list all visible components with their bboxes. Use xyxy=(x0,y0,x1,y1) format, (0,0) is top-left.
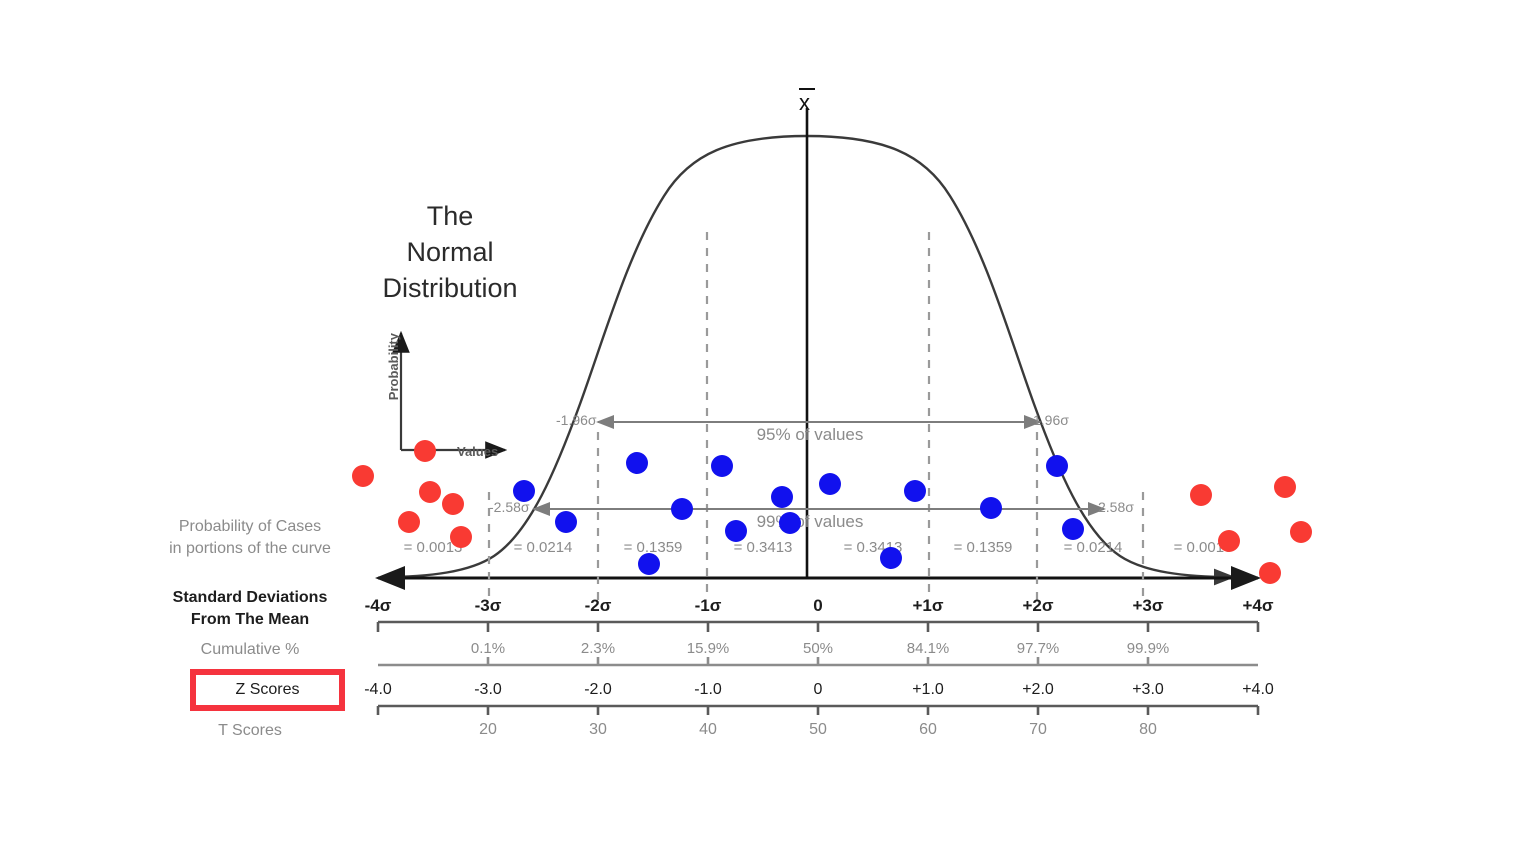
data-point-blue xyxy=(638,553,660,575)
row-label-prob-line1: Probability of Cases xyxy=(178,518,322,535)
row-label-cumulative-percent: Cumulative % xyxy=(200,641,300,658)
std-dev-tick: -1σ xyxy=(694,596,722,615)
std-dev-tick: +3σ xyxy=(1132,596,1164,615)
data-point-blue xyxy=(980,497,1002,519)
mini-axis-y-label: Probability xyxy=(386,333,401,401)
data-point-blue xyxy=(725,520,747,542)
probability-value: = 0.3413 xyxy=(733,539,793,556)
row-label-z-scores-highlight-box[interactable]: Z Scores xyxy=(190,669,345,711)
data-point-red xyxy=(1190,484,1212,506)
std-dev-tick: -2σ xyxy=(584,596,612,615)
row-label-standard-deviations: Standard Deviations From The Mean xyxy=(150,587,350,631)
t-score-tick: 50 xyxy=(809,721,827,738)
z-score-tick: -1.0 xyxy=(694,681,722,698)
title-line-1: The xyxy=(426,201,474,231)
row-label-t-scores: T Scores xyxy=(218,722,282,739)
z-score-ruler-top xyxy=(378,657,1258,667)
row-label-sd-line1: Standard Deviations xyxy=(172,589,328,606)
t-score-tick: 70 xyxy=(1029,721,1047,738)
data-point-red xyxy=(398,511,420,533)
data-point-blue xyxy=(513,480,535,502)
row-label-prob-line2: in portions of the curve xyxy=(169,540,331,557)
row-label-z-scores: Z Scores xyxy=(235,681,300,698)
band-95-right-tag: 1.96σ xyxy=(1033,412,1069,428)
t-score-ruler xyxy=(376,704,1260,715)
data-point-blue xyxy=(779,512,801,534)
data-point-blue xyxy=(771,486,793,508)
data-point-blue xyxy=(819,473,841,495)
band-95-caption: 95% of values xyxy=(756,425,864,444)
std-dev-tick: +4σ xyxy=(1242,596,1274,615)
std-dev-tick: -4σ xyxy=(364,596,392,615)
cumulative-tick: 15.9% xyxy=(686,640,730,657)
mini-axis-x-label: Values xyxy=(457,444,499,459)
data-point-red xyxy=(352,465,374,487)
probability-value: = 0.0214 xyxy=(1063,539,1123,556)
t-score-tick: 60 xyxy=(919,721,937,738)
probability-value: = 0.0214 xyxy=(513,539,573,556)
data-point-red xyxy=(450,526,472,548)
probability-value: = 0.0013 xyxy=(403,539,463,556)
data-point-blue xyxy=(904,480,926,502)
data-point-red xyxy=(414,440,436,462)
row-label-probability-of-cases: Probability of Cases in portions of the … xyxy=(150,516,350,560)
t-score-tick: 80 xyxy=(1139,721,1157,738)
title-line-2: Normal xyxy=(406,237,494,267)
z-score-tick: +3.0 xyxy=(1132,681,1164,698)
figure-title: The Normal Distribution xyxy=(360,198,540,306)
band-99-left-tag: -2.58σ xyxy=(489,499,530,515)
mini-axes xyxy=(392,330,508,459)
data-point-red xyxy=(419,481,441,503)
z-score-tick: -3.0 xyxy=(474,681,502,698)
std-dev-tick: 0 xyxy=(813,596,823,615)
z-score-tick: -2.0 xyxy=(584,681,612,698)
z-score-tick: +4.0 xyxy=(1242,681,1274,698)
data-point-red xyxy=(1259,562,1281,584)
t-score-tick: 40 xyxy=(699,721,717,738)
cumulative-tick: 99.9% xyxy=(1126,640,1170,657)
cumulative-tick: 0.1% xyxy=(470,640,506,657)
std-dev-ruler xyxy=(376,620,1260,632)
t-score-tick: 30 xyxy=(589,721,607,738)
xbar-letter: x xyxy=(799,90,810,115)
cumulative-tick: 2.3% xyxy=(580,640,616,657)
probability-value: = 0.1359 xyxy=(623,539,683,556)
data-point-red xyxy=(1274,476,1296,498)
cumulative-tick: 97.7% xyxy=(1016,640,1060,657)
mean-symbol-xbar: x xyxy=(799,88,815,114)
z-score-tick: 0 xyxy=(813,681,823,698)
std-dev-tick: -3σ xyxy=(474,596,502,615)
z-score-tick: -4.0 xyxy=(364,681,392,698)
std-dev-tick: +2σ xyxy=(1022,596,1054,615)
data-point-red xyxy=(442,493,464,515)
data-point-red xyxy=(1218,530,1240,552)
std-dev-tick: +1σ xyxy=(912,596,944,615)
z-score-tick: +2.0 xyxy=(1022,681,1054,698)
xbar-overline xyxy=(799,88,815,90)
data-point-blue xyxy=(1046,455,1068,477)
data-point-blue xyxy=(880,547,902,569)
data-point-blue xyxy=(626,452,648,474)
title-line-3: Distribution xyxy=(382,273,518,303)
probability-value: = 0.1359 xyxy=(953,539,1013,556)
data-point-red xyxy=(1290,521,1312,543)
t-score-tick: 20 xyxy=(479,721,497,738)
data-point-blue xyxy=(711,455,733,477)
band-99-caption: 99% of values xyxy=(756,512,864,531)
band-95-left-tag: -1.96σ xyxy=(556,412,597,428)
z-score-tick: +1.0 xyxy=(912,681,944,698)
row-label-sd-line2: From The Mean xyxy=(190,611,310,628)
data-point-blue xyxy=(555,511,577,533)
probability-value: = 0.0013 xyxy=(1173,539,1233,556)
cumulative-tick: 50% xyxy=(802,640,834,657)
data-point-blue xyxy=(671,498,693,520)
data-point-blue xyxy=(1062,518,1084,540)
cumulative-tick: 84.1% xyxy=(906,640,950,657)
band-99-right-tag: 2.58σ xyxy=(1098,499,1134,515)
